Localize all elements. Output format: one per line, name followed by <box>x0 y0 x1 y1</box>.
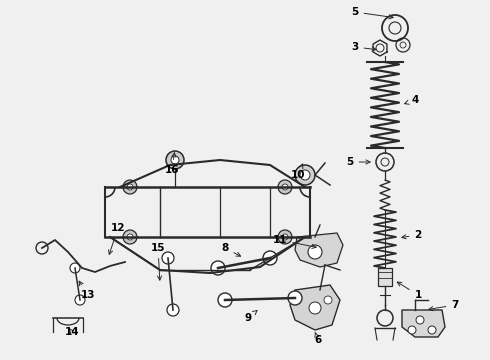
Text: 5: 5 <box>346 157 370 167</box>
Circle shape <box>127 234 133 240</box>
Circle shape <box>211 261 225 275</box>
Bar <box>378 268 392 286</box>
Circle shape <box>166 151 184 169</box>
Circle shape <box>127 184 133 190</box>
Text: 12: 12 <box>109 223 125 254</box>
Text: 14: 14 <box>65 327 79 337</box>
Circle shape <box>288 291 302 305</box>
Text: 2: 2 <box>402 230 421 240</box>
Polygon shape <box>290 285 340 330</box>
Text: 7: 7 <box>429 300 459 311</box>
Text: 15: 15 <box>151 243 165 280</box>
Circle shape <box>416 316 424 324</box>
Polygon shape <box>295 233 343 267</box>
Text: 8: 8 <box>221 243 241 256</box>
Circle shape <box>300 170 310 180</box>
Text: 3: 3 <box>351 42 376 52</box>
Text: 13: 13 <box>79 281 95 300</box>
Text: 10: 10 <box>291 164 305 180</box>
Circle shape <box>324 296 332 304</box>
Circle shape <box>123 180 137 194</box>
Circle shape <box>123 230 137 244</box>
Circle shape <box>278 230 292 244</box>
Circle shape <box>278 180 292 194</box>
Circle shape <box>70 263 80 273</box>
Circle shape <box>171 156 179 164</box>
Polygon shape <box>402 310 445 337</box>
Circle shape <box>308 245 322 259</box>
Text: 5: 5 <box>351 7 393 19</box>
Circle shape <box>218 293 232 307</box>
Text: 6: 6 <box>315 332 321 345</box>
Circle shape <box>167 304 179 316</box>
Circle shape <box>75 295 85 305</box>
Text: 1: 1 <box>397 282 421 300</box>
Circle shape <box>408 326 416 334</box>
Circle shape <box>282 234 288 240</box>
Circle shape <box>295 165 315 185</box>
Text: 4: 4 <box>405 95 418 105</box>
Circle shape <box>162 252 174 264</box>
Text: 16: 16 <box>165 153 179 175</box>
Circle shape <box>263 251 277 265</box>
Text: 9: 9 <box>245 310 257 323</box>
Circle shape <box>309 302 321 314</box>
Text: 11: 11 <box>273 235 316 248</box>
Circle shape <box>428 326 436 334</box>
Circle shape <box>282 184 288 190</box>
